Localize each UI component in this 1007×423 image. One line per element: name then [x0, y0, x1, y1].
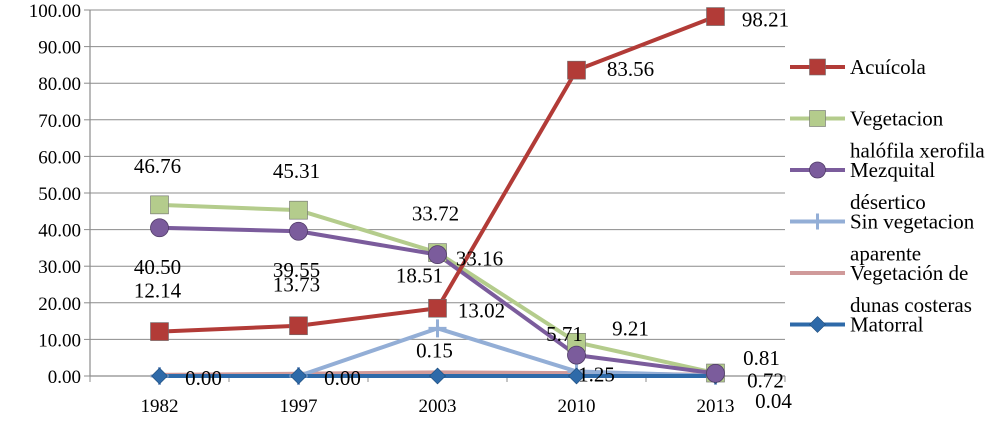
gridlines: [90, 9, 785, 340]
y-tick-label: 40.00: [38, 221, 81, 242]
data-point: [289, 221, 308, 241]
data-label: 13.73: [273, 273, 320, 297]
legend-label: désertico: [850, 190, 926, 214]
series-markers: [150, 7, 725, 385]
data-label: 83.56: [607, 57, 654, 81]
data-label: 39.55: [273, 258, 320, 282]
x-tick-label: 2010: [558, 396, 596, 417]
legend-label: Sin vegetacion: [850, 210, 975, 234]
x-tick-label: 2013: [697, 396, 735, 417]
data-point: [706, 7, 725, 26]
axes: 0.00 10.00 20.00 30.00 40.00 50.00 60.00 70.00 8…: [29, 1, 786, 417]
data-point: [567, 60, 586, 80]
data-label: 46.76: [134, 154, 181, 178]
data-label: 33.72: [412, 202, 459, 226]
data-point: [428, 319, 447, 338]
legend-label: halófila xerofila: [850, 139, 985, 163]
legend-marker: [809, 110, 826, 127]
legend: Acuícola Vegetacion halófila xerofilaMezqu…: [790, 55, 985, 337]
data-label: 0.81: [743, 346, 780, 370]
data-labels: 12.14 13.73 18.51 83.56 98.21 46.76 45.31 33.72…: [134, 8, 793, 413]
data-point: [289, 316, 308, 336]
data-point: [429, 367, 446, 385]
data-label: 0.00: [324, 366, 361, 390]
legend-label: dunas costeras: [850, 293, 972, 317]
legend-item: Vegetacion halófila xerofila: [790, 107, 985, 163]
data-point: [150, 218, 169, 238]
data-label: 5.71: [546, 322, 583, 346]
legend-label: Mezquital: [850, 158, 935, 182]
legend-marker: [809, 161, 826, 179]
data-label: 45.31: [273, 159, 320, 183]
legend-label: Acuícola: [850, 55, 926, 79]
x-tick-label: 1997: [280, 396, 318, 417]
data-point: [428, 245, 447, 265]
data-label: 0.72: [747, 368, 784, 392]
data-label: 18.51: [396, 263, 443, 287]
data-label: 40.50: [134, 255, 181, 279]
data-label: 0.04: [755, 389, 792, 413]
x-tick-label: 2003: [419, 396, 457, 417]
data-point: [568, 367, 585, 385]
data-point: [567, 345, 586, 365]
legend-item: Mezquital désertico: [790, 158, 935, 214]
y-tick-label: 20.00: [38, 294, 81, 315]
legend-marker: [809, 213, 826, 230]
legend-item: Vegetación de dunas costeras: [790, 261, 972, 317]
legend-label: Vegetacion: [850, 107, 944, 131]
data-label: 0.15: [416, 338, 453, 362]
legend-item: Sin vegetacion aparente: [790, 210, 975, 266]
y-tick-label: 90.00: [38, 38, 81, 59]
data-point: [150, 322, 169, 341]
data-point: [289, 200, 308, 220]
legend-item: Acuícola: [790, 55, 926, 79]
data-label: 0.00: [185, 366, 222, 390]
legend-label: Vegetación de: [850, 261, 968, 285]
data-label: 13.02: [458, 298, 505, 322]
data-label: 1.25: [578, 362, 615, 386]
y-tick-label: 80.00: [38, 74, 81, 95]
y-tick-label: 30.00: [38, 257, 81, 278]
y-tick-label: 100.00: [29, 1, 81, 22]
data-point: [428, 298, 447, 318]
data-label: 33.16: [456, 247, 503, 271]
data-point: [151, 367, 168, 385]
legend-marker: [809, 58, 826, 76]
data-label: 98.21: [742, 8, 789, 32]
y-tick-label: 70.00: [38, 111, 81, 132]
y-tick-label: 0.00: [48, 367, 81, 388]
legend-item: Matorral: [790, 313, 924, 337]
x-tick-label: 1982: [141, 396, 179, 417]
y-tick-label: 60.00: [38, 147, 81, 168]
legend-label: aparente: [850, 242, 921, 266]
legend-marker: [809, 316, 826, 333]
data-point: [150, 195, 169, 215]
data-point: [290, 367, 307, 385]
data-label: 12.14: [134, 279, 182, 303]
y-tick-label: 50.00: [38, 184, 81, 205]
data-point: [706, 363, 725, 383]
data-label: 9.21: [612, 316, 649, 340]
legend-label: Matorral: [850, 313, 924, 337]
y-tick-label: 10.00: [38, 330, 81, 351]
